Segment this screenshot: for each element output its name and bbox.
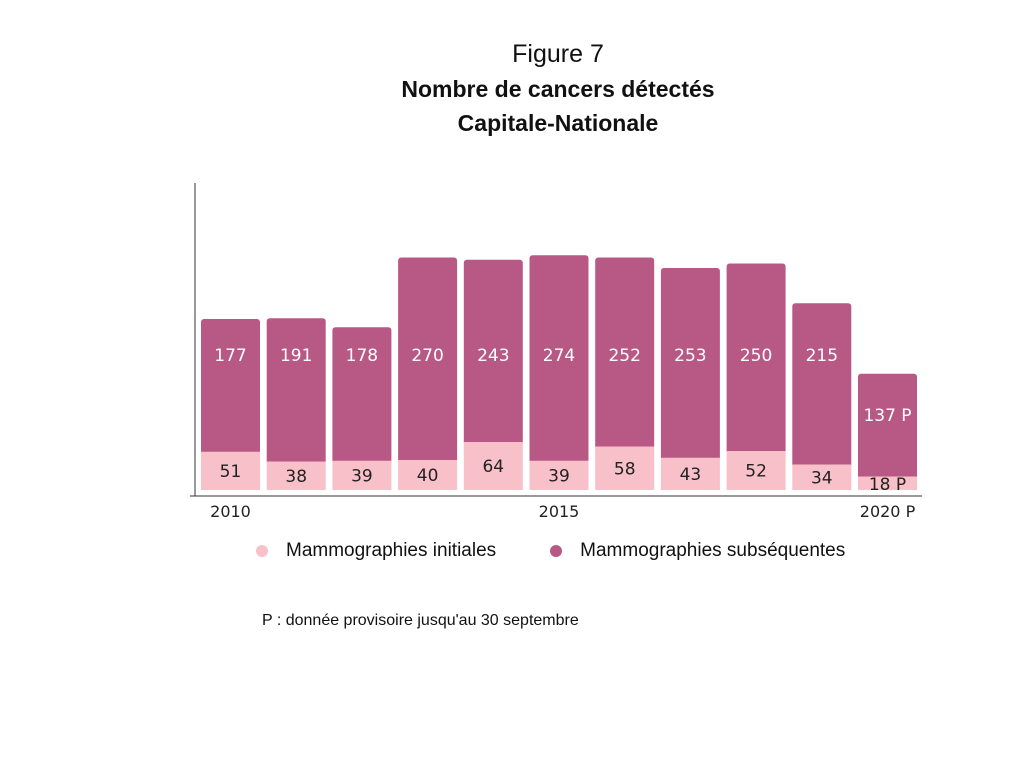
data-label-initiales: 34 — [811, 468, 833, 488]
data-label-initiales: 52 — [745, 462, 767, 482]
data-label-subsequentes: 250 — [740, 346, 772, 366]
bar-initiales — [398, 460, 458, 490]
data-label-subsequentes: 270 — [411, 346, 443, 366]
data-label-subsequentes: 178 — [346, 346, 378, 366]
data-label-subsequentes: 215 — [806, 346, 838, 366]
data-label-subsequentes: 177 — [214, 346, 246, 366]
chart-subtitle: Capitale-Nationale — [457, 110, 659, 136]
bar-initiales — [201, 451, 260, 490]
bar-initiales — [858, 476, 917, 490]
bar-subsequentes — [660, 268, 720, 461]
bar-subsequentes — [332, 327, 392, 464]
data-label-initiales: 39 — [548, 466, 570, 486]
legend-item-subsequentes: Mammographies subséquentes — [550, 540, 845, 562]
data-label-initiales: 51 — [220, 462, 242, 482]
data-label-subsequentes: 137 P — [863, 406, 911, 426]
data-label-initiales: 38 — [285, 467, 307, 487]
bar-initiales — [792, 464, 852, 490]
bar-initiales — [463, 442, 523, 490]
stacked-bar-chart: 177 51 2010 191 38 178 39 270 40 243 64 274 39 2015 25… — [190, 183, 922, 521]
x-tick-label: 2020 P — [860, 502, 916, 521]
bar-initiales — [595, 446, 655, 490]
legend-label-initiales: Mammographies initiales — [286, 540, 497, 561]
bar-subsequentes — [858, 373, 917, 480]
bar-subsequentes — [266, 318, 326, 465]
data-label-initiales: 43 — [680, 465, 702, 485]
bar-subsequentes — [201, 319, 260, 455]
bar-subsequentes — [529, 255, 589, 464]
bar-initiales — [660, 457, 720, 490]
figure-label: Figure 7 — [512, 40, 604, 68]
footnote: P : donnée provisoire jusqu'au 30 septem… — [262, 612, 579, 629]
legend-item-initiales: Mammographies initiales — [256, 540, 496, 562]
chart-legend: Mammographies initiales Mammographies su… — [256, 540, 899, 562]
data-label-initiales: 39 — [351, 466, 373, 486]
chart-title-block: Figure 7 Nombre de cancers détectés Capi… — [0, 36, 1024, 140]
data-label-subsequentes: 243 — [477, 346, 509, 366]
bar-subsequentes — [463, 259, 523, 445]
legend-swatch-subsequentes — [550, 545, 563, 557]
data-label-initiales: 64 — [482, 457, 504, 477]
x-tick-label: 2015 — [539, 502, 580, 521]
bar-initiales — [529, 460, 589, 490]
data-label-subsequentes: 274 — [543, 346, 575, 366]
chart-title: Nombre de cancers détectés — [401, 76, 715, 102]
legend-swatch-initiales — [256, 545, 268, 557]
legend-label-subsequentes: Mammographies subséquentes — [580, 540, 846, 561]
bar-initiales — [332, 460, 392, 490]
data-label-subsequentes: 191 — [280, 346, 312, 366]
data-label-initiales: 18 P — [869, 475, 906, 495]
bar-subsequentes — [726, 263, 786, 454]
bar-subsequentes — [792, 303, 852, 468]
data-label-initiales: 40 — [417, 466, 439, 486]
data-label-subsequentes: 252 — [608, 346, 640, 366]
bar-initiales — [266, 461, 326, 490]
x-tick-label: 2010 — [210, 502, 251, 521]
bar-subsequentes — [398, 257, 458, 463]
data-label-subsequentes: 253 — [674, 346, 706, 366]
bar-initiales — [726, 451, 786, 490]
data-label-initiales: 58 — [614, 459, 636, 479]
bar-subsequentes — [595, 257, 655, 450]
